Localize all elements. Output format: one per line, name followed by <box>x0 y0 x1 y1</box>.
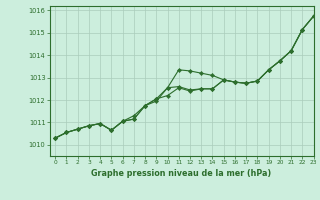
X-axis label: Graphe pression niveau de la mer (hPa): Graphe pression niveau de la mer (hPa) <box>92 169 272 178</box>
